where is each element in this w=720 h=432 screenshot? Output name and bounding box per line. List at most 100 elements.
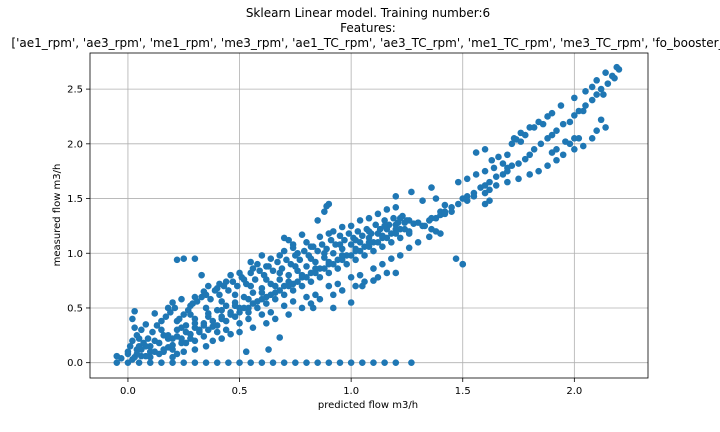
scatter-point bbox=[218, 298, 225, 305]
scatter-point bbox=[158, 317, 165, 325]
scatter-point bbox=[347, 241, 355, 248]
scatter-point bbox=[314, 359, 321, 366]
scatter-point bbox=[146, 359, 154, 366]
scatter-point bbox=[294, 278, 301, 286]
scatter-point bbox=[338, 252, 346, 259]
scatter-point bbox=[354, 228, 362, 235]
scatter-point bbox=[604, 80, 612, 87]
scatter-point bbox=[220, 282, 228, 290]
scatter-point bbox=[329, 304, 337, 312]
scatter-point bbox=[314, 217, 321, 224]
scatter-point bbox=[303, 359, 310, 366]
scatter-point bbox=[608, 72, 616, 80]
scatter-point bbox=[229, 278, 237, 286]
scatter-point bbox=[383, 206, 391, 213]
scatter-point bbox=[392, 269, 400, 277]
scatter-point bbox=[131, 307, 138, 315]
scatter-point bbox=[153, 322, 161, 329]
scatter-point bbox=[515, 160, 522, 167]
scatter-point bbox=[347, 222, 355, 230]
scatter-point bbox=[359, 359, 366, 366]
scatter-point bbox=[209, 317, 217, 325]
scatter-point bbox=[249, 300, 257, 307]
scatter-point bbox=[553, 145, 560, 153]
scatter-point bbox=[155, 339, 163, 347]
scatter-point bbox=[245, 295, 252, 303]
scatter-point bbox=[396, 214, 404, 222]
scatter-point bbox=[521, 155, 529, 163]
scatter-point bbox=[508, 140, 516, 148]
scatter-point bbox=[222, 317, 230, 325]
scatter-point bbox=[240, 304, 248, 312]
scatter-point bbox=[222, 326, 230, 334]
scatter-point bbox=[178, 335, 185, 342]
scatter-point bbox=[227, 330, 234, 338]
scatter-point bbox=[341, 236, 348, 244]
title-line-3: ['ae1_rpm', 'ae3_rpm', 'me1_rpm', 'me3_r… bbox=[11, 36, 720, 50]
scatter-point bbox=[178, 324, 185, 331]
scatter-point bbox=[504, 164, 511, 172]
scatter-point bbox=[419, 197, 426, 205]
scatter-point bbox=[336, 359, 344, 366]
scatter-point bbox=[269, 359, 277, 366]
scatter-point bbox=[285, 271, 292, 279]
scatter-point bbox=[283, 256, 290, 264]
scatter-point bbox=[258, 359, 266, 366]
scatter-point bbox=[600, 91, 607, 98]
scatter-point bbox=[158, 326, 165, 334]
scatter-point bbox=[303, 263, 310, 270]
scatter-point bbox=[425, 217, 433, 224]
scatter-point bbox=[571, 135, 578, 142]
scatter-point bbox=[316, 233, 324, 241]
scatter-point bbox=[131, 324, 138, 331]
y-tick-label: 2.0 bbox=[67, 139, 83, 150]
scatter-point bbox=[338, 223, 346, 231]
scatter-point bbox=[298, 231, 306, 238]
scatter-point bbox=[180, 255, 188, 263]
scatter-point bbox=[169, 341, 176, 349]
scatter-point bbox=[265, 263, 272, 270]
y-tick-label: 0.5 bbox=[67, 303, 83, 314]
scatter-point bbox=[588, 135, 596, 142]
scatter-point bbox=[271, 315, 279, 323]
scatter-point bbox=[338, 287, 346, 294]
scatter-point bbox=[553, 156, 560, 164]
scatter-point bbox=[236, 309, 243, 316]
scatter-point bbox=[151, 348, 159, 356]
x-tick-label: 1.0 bbox=[343, 386, 359, 397]
scatter-point bbox=[365, 239, 373, 246]
scatter-point bbox=[274, 258, 281, 266]
scatter-point bbox=[459, 260, 467, 268]
scatter-point bbox=[316, 274, 324, 281]
scatter-point bbox=[285, 311, 292, 318]
scatter-point bbox=[345, 230, 353, 237]
scatter-point bbox=[213, 328, 221, 336]
scatter-point bbox=[162, 313, 170, 321]
scatter-point bbox=[408, 188, 415, 196]
scatter-point bbox=[390, 214, 397, 222]
scatter-point bbox=[352, 282, 359, 290]
scatter-point bbox=[191, 319, 199, 327]
scatter-point bbox=[504, 178, 511, 186]
scatter-point bbox=[140, 339, 147, 347]
scatter-point bbox=[187, 311, 194, 318]
scatter-point bbox=[307, 255, 315, 263]
scatter-point bbox=[548, 109, 556, 117]
scatter-point bbox=[352, 245, 359, 253]
scatter-point bbox=[209, 337, 217, 345]
scatter-point bbox=[347, 274, 355, 281]
scatter-point bbox=[211, 287, 219, 294]
scatter-point bbox=[267, 255, 275, 263]
scatter-point bbox=[204, 326, 212, 334]
scatter-point bbox=[202, 359, 210, 366]
scatter-point bbox=[579, 142, 587, 150]
scatter-point bbox=[303, 293, 310, 301]
scatter-point bbox=[517, 138, 525, 145]
scatter-point bbox=[180, 359, 188, 366]
scatter-point bbox=[280, 247, 288, 255]
scatter-point bbox=[164, 332, 172, 339]
scatter-point bbox=[334, 280, 342, 288]
scatter-point bbox=[180, 348, 188, 356]
scatter-point bbox=[403, 217, 411, 224]
